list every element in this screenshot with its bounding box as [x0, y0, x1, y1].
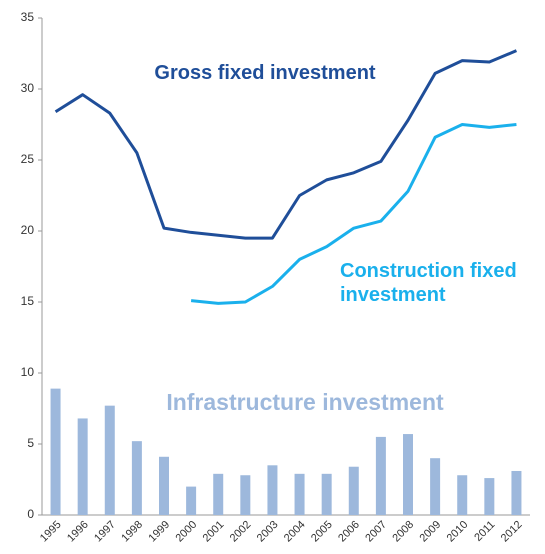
x-tick-label: 1995	[38, 519, 64, 545]
bar	[213, 473, 224, 515]
y-tick-label: 15	[21, 294, 35, 308]
x-tick-label: 2003	[255, 519, 281, 545]
x-tick-label: 2000	[173, 519, 199, 545]
bar	[50, 388, 61, 515]
bar	[104, 405, 115, 515]
bar	[484, 478, 495, 515]
x-tick-label: 2012	[499, 519, 525, 545]
y-tick-label: 20	[21, 223, 35, 237]
x-tick-label: 1997	[92, 519, 118, 545]
x-tick-label: 2006	[336, 519, 362, 545]
bar	[131, 441, 142, 515]
y-tick-label: 30	[21, 81, 35, 95]
bar	[430, 458, 441, 515]
series-label: Infrastructure investment	[166, 389, 444, 415]
x-tick-label: 2011	[472, 519, 497, 544]
line	[54, 49, 518, 240]
x-tick-label: 1996	[65, 519, 91, 545]
bar	[457, 475, 468, 515]
bar	[77, 418, 88, 515]
bar	[159, 456, 169, 515]
x-tick-label: 2007	[363, 519, 389, 545]
x-tick-label: 1999	[146, 519, 172, 545]
x-tick-label: 2008	[390, 519, 416, 545]
x-tick-label: 2001	[201, 519, 227, 545]
x-tick-label: 1998	[119, 519, 145, 545]
bar	[403, 434, 413, 515]
bar	[348, 466, 359, 515]
line	[190, 123, 517, 305]
bar	[375, 436, 386, 515]
y-tick-label: 5	[27, 436, 34, 450]
x-tick-label: 2005	[309, 519, 335, 545]
series-label: Construction fixed investment	[340, 260, 517, 306]
bar	[186, 486, 197, 515]
y-tick-label: 35	[21, 10, 35, 24]
y-tick-label: 10	[21, 365, 35, 379]
bar	[267, 465, 278, 515]
series-label: Gross fixed investment	[154, 62, 376, 84]
x-tick-label: 2004	[282, 519, 308, 545]
bar	[321, 473, 332, 515]
x-tick-label: 2009	[417, 519, 443, 545]
y-tick-label: 25	[21, 152, 35, 166]
y-tick-label: 0	[27, 507, 34, 521]
x-tick-label: 2002	[228, 519, 254, 545]
bar	[294, 473, 305, 515]
bar	[511, 470, 522, 515]
bar	[240, 475, 251, 515]
x-tick-label: 2010	[445, 519, 471, 545]
